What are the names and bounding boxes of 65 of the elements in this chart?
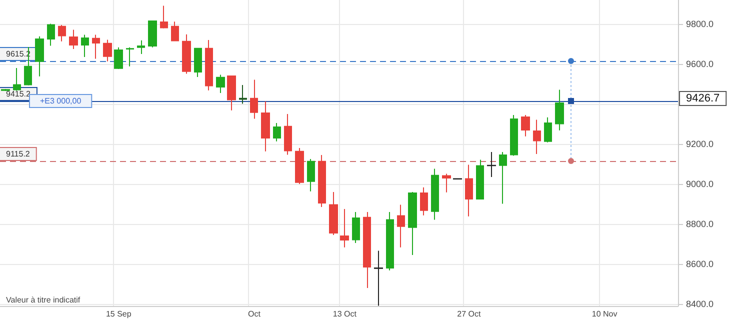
- candlestick: [476, 159, 484, 200]
- candlestick: [420, 186, 428, 216]
- candlestick: [261, 100, 270, 152]
- ref-line-label: 9115.2: [6, 149, 30, 158]
- candlestick: [408, 192, 417, 256]
- candlestick: [81, 34, 89, 58]
- candlestick: [160, 5, 168, 29]
- candlestick: [442, 173, 451, 193]
- y-tick-label: 9200.0: [686, 139, 714, 149]
- candlestick: [1, 88, 10, 92]
- candlestick: [239, 84, 247, 104]
- candlestick: [386, 212, 394, 271]
- candlestick: [103, 39, 112, 62]
- candlestick: [307, 158, 315, 192]
- ref-line-label: 9415.2: [6, 89, 32, 98]
- candlestick: [329, 192, 338, 236]
- y-tick-label: 8600.0: [686, 259, 714, 269]
- candlestick: [250, 79, 258, 120]
- candlestick: [114, 46, 123, 70]
- candlestick: [397, 204, 405, 248]
- y-tick-label: 9000.0: [686, 179, 714, 189]
- candlestick: [465, 164, 473, 217]
- candlestick: [47, 23, 55, 46]
- candlestick: [318, 154, 326, 208]
- candlestick: [13, 68, 21, 92]
- candlestick: [69, 29, 78, 50]
- candlestick: [171, 21, 179, 42]
- candlestick: [510, 114, 518, 156]
- candlestick: [137, 40, 145, 54]
- candlestick: [284, 114, 292, 156]
- y-tick-label: 8800.0: [686, 219, 714, 229]
- y-tick-label: 9600.0: [686, 59, 714, 69]
- candlestick: [205, 40, 213, 91]
- candlestick: [35, 36, 44, 77]
- candlestick: [521, 114, 530, 137]
- candlestick: [533, 119, 541, 154]
- x-tick-label: 15 Sep: [106, 310, 132, 318]
- candlestick: [544, 116, 552, 143]
- y-tick-label: 9800.0: [686, 19, 714, 29]
- annotation: Valeur à titre indicatif: [6, 296, 81, 304]
- candlestick: [92, 34, 100, 60]
- candlestick: [487, 152, 496, 178]
- candlestick: [499, 152, 507, 204]
- candlestick: [194, 48, 202, 78]
- candlestick: [555, 89, 564, 131]
- text: 9426.7: [686, 92, 720, 104]
- candlestick: [431, 168, 439, 220]
- x-tick-label: 13 Oct: [332, 310, 358, 318]
- y-tick-label: 8400.0: [686, 299, 714, 309]
- candlestick: [363, 212, 371, 288]
- candlestick: [340, 208, 349, 248]
- candlestick: [182, 34, 191, 74]
- candlestick: [273, 122, 281, 142]
- candlestick: [58, 24, 66, 42]
- x-tick-label: Oct: [248, 310, 262, 318]
- candlestick: [374, 250, 383, 306]
- candlestick: [126, 46, 134, 67]
- annotation: +E3 000,00: [40, 96, 82, 106]
- candlestick: [148, 20, 157, 48]
- candlestick: [216, 74, 225, 94]
- x-tick-label: 27 Oct: [457, 310, 482, 318]
- x-tick-label: 10 Nov: [592, 310, 618, 318]
- candlestick: [295, 148, 304, 184]
- candlestick: [227, 76, 236, 111]
- candlestick: [352, 212, 360, 244]
